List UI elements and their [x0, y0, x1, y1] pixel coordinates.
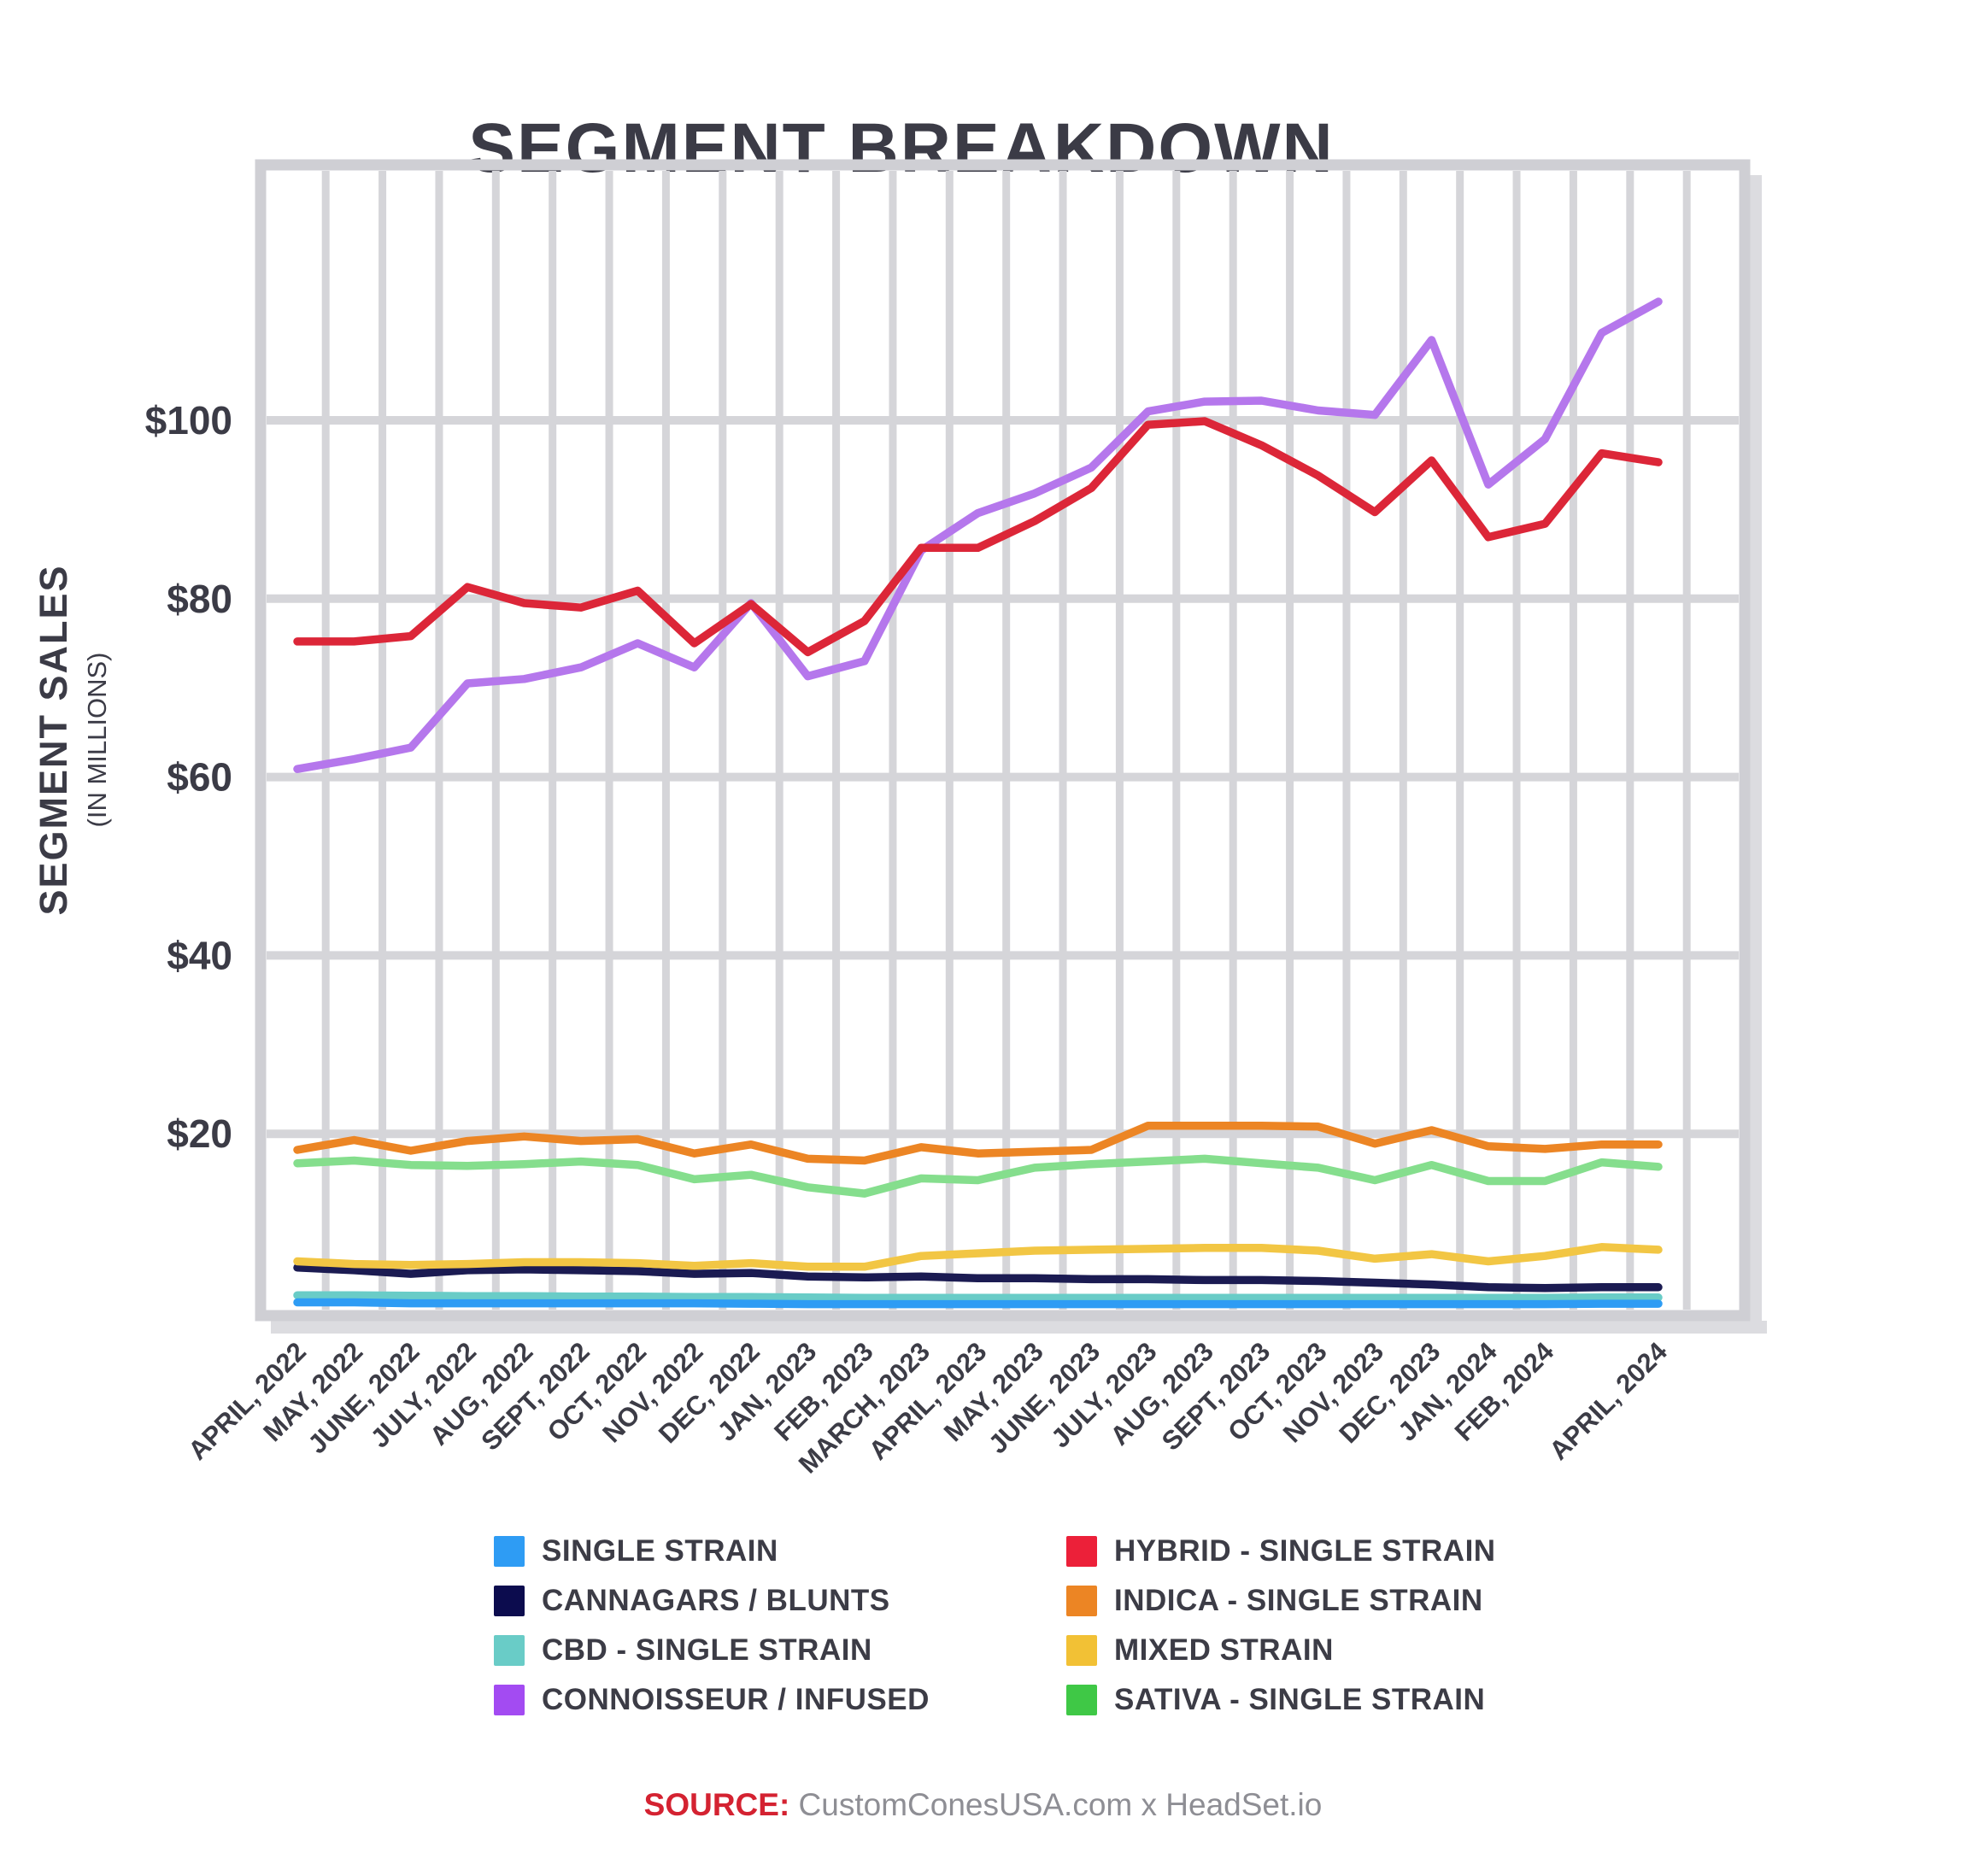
y-tick-label: $40	[167, 933, 232, 977]
series-line-sativa	[293, 1154, 1663, 1198]
series-line-single_strain	[293, 1298, 1663, 1309]
legend-label: CBD - SINGLE STRAIN	[542, 1633, 872, 1667]
series-line-hybrid	[293, 417, 1663, 657]
legend-item-indica: INDICA - SINGLE STRAIN	[1066, 1584, 1496, 1617]
legend-label: CANNAGARS / BLUNTS	[542, 1584, 890, 1617]
legend-label: CONNOISSEUR / INFUSED	[542, 1683, 930, 1716]
legend-item-mixed: MIXED STRAIN	[1066, 1633, 1496, 1667]
legend-item-hybrid: HYBRID - SINGLE STRAIN	[1066, 1534, 1496, 1568]
legend-swatch-icon	[494, 1586, 525, 1616]
source-text: CustomConesUSA.com x HeadSet.io	[798, 1787, 1323, 1822]
legend-swatch-icon	[494, 1536, 525, 1567]
legend-swatch-icon	[1066, 1685, 1097, 1715]
source-prefix: SOURCE:	[643, 1787, 790, 1822]
y-tick-label: $100	[145, 398, 232, 443]
y-tick-label: $80	[167, 577, 232, 621]
y-tick-label: $20	[167, 1111, 232, 1156]
legend-item-cbd: CBD - SINGLE STRAIN	[494, 1633, 1066, 1667]
legend-label: MIXED STRAIN	[1114, 1633, 1334, 1667]
series-line-cannagars	[293, 1263, 1663, 1293]
legend-swatch-icon	[1066, 1635, 1097, 1666]
legend-swatch-icon	[1066, 1536, 1097, 1567]
series-line-mixed	[293, 1243, 1663, 1271]
legend-swatch-icon	[494, 1685, 525, 1715]
legend-label: SINGLE STRAIN	[542, 1534, 778, 1568]
legend-item-single_strain: SINGLE STRAIN	[494, 1534, 1066, 1568]
legend-label: INDICA - SINGLE STRAIN	[1114, 1584, 1483, 1617]
legend-label: HYBRID - SINGLE STRAIN	[1114, 1534, 1496, 1568]
legend-item-cannagars: CANNAGARS / BLUNTS	[494, 1584, 1066, 1617]
series-line-connoisseur	[293, 297, 1663, 773]
series-line-indica	[293, 1122, 1663, 1165]
series-line-cbd	[293, 1291, 1663, 1303]
legend-swatch-icon	[1066, 1586, 1097, 1616]
legend-label: SATIVA - SINGLE STRAIN	[1114, 1683, 1486, 1716]
legend-item-sativa: SATIVA - SINGLE STRAIN	[1066, 1683, 1496, 1716]
x-tick-label: APRIL, 2024	[1543, 1336, 1673, 1466]
plot-border	[255, 159, 1751, 1322]
plot-frame-shadow-right	[1750, 175, 1762, 1333]
chart-legend: SINGLE STRAIN CANNAGARS / BLUNTS CBD - SIN…	[494, 1534, 1496, 1716]
y-tick-label: $60	[167, 755, 232, 800]
y-axis-title: SEGMENT SALES	[32, 564, 75, 915]
legend-swatch-icon	[494, 1635, 525, 1666]
source-line: SOURCE: CustomConesUSA.com x HeadSet.io	[0, 1787, 1966, 1823]
y-axis-subtitle: (IN MILLIONS)	[82, 653, 112, 828]
legend-item-connoisseur: CONNOISSEUR / INFUSED	[494, 1683, 1066, 1716]
plot-frame-shadow-bottom	[271, 1321, 1767, 1334]
